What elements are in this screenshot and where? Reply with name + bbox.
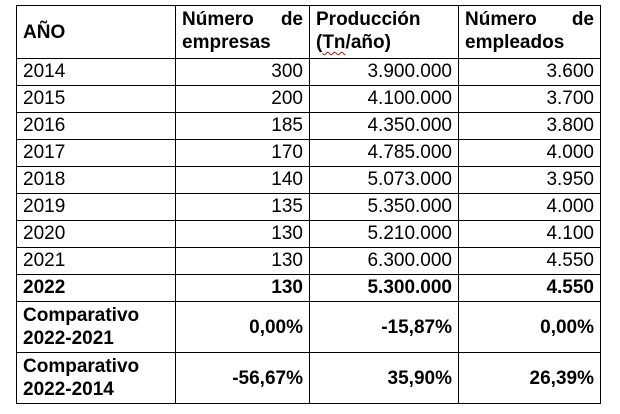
comparison-label-line1: Comparativo xyxy=(23,305,140,326)
cell-employees: 3.800 xyxy=(458,112,601,140)
comparison-row: Comparativo 2022-2014 -56,67% 35,90% 26,… xyxy=(16,352,601,404)
table-row: 2021 130 6.300.000 4.550 xyxy=(16,247,601,275)
header-production-line1: Producción xyxy=(316,9,421,30)
cell-employees: 4.100 xyxy=(458,220,601,248)
cell-companies: 140 xyxy=(175,166,310,194)
cell-production-change: 35,90% xyxy=(309,352,459,404)
cell-employees-change: 26,39% xyxy=(458,352,601,404)
data-table: AÑO Número de empresas Producción (Tn/añ… xyxy=(16,5,601,404)
cell-companies: 130 xyxy=(175,247,310,275)
header-production-unit-suffix: /año) xyxy=(345,32,391,53)
header-year-label: AÑO xyxy=(23,21,66,43)
comparison-row: Comparativo 2022-2021 0,00% -15,87% 0,00… xyxy=(16,301,601,353)
table-row: 2014 300 3.900.000 3.600 xyxy=(16,58,601,86)
cell-year: 2016 xyxy=(16,112,176,140)
table-row: 2017 170 4.785.000 4.000 xyxy=(16,139,601,167)
header-companies-word1: Número xyxy=(182,9,254,30)
table-row: 2015 200 4.100.000 3.700 xyxy=(16,85,601,113)
cell-year: 2020 xyxy=(16,220,176,248)
cell-companies-change: -56,67% xyxy=(175,352,310,404)
cell-companies: 130 xyxy=(175,220,310,248)
cell-production: 4.350.000 xyxy=(309,112,459,140)
cell-companies: 135 xyxy=(175,193,310,221)
cell-companies: 185 xyxy=(175,112,310,140)
cell-production: 4.100.000 xyxy=(309,85,459,113)
header-employees: Número de empleados xyxy=(458,5,601,59)
cell-companies: 170 xyxy=(175,139,310,167)
cell-employees: 4.550 xyxy=(458,247,601,275)
cell-year: 2021 xyxy=(16,247,176,275)
comparison-label-line2: 2022-2021 xyxy=(23,328,114,349)
header-year: AÑO xyxy=(16,5,176,59)
cell-companies: 200 xyxy=(175,85,310,113)
cell-year: 2014 xyxy=(16,58,176,86)
table-header-row: AÑO Número de empresas Producción (Tn/añ… xyxy=(16,5,601,59)
cell-comparison-label: Comparativo 2022-2014 xyxy=(16,352,176,404)
cell-year: 2017 xyxy=(16,139,176,167)
table-row: 2016 185 4.350.000 3.800 xyxy=(16,112,601,140)
cell-production: 3.900.000 xyxy=(309,58,459,86)
header-companies-line2: empresas xyxy=(182,32,271,53)
header-production-unit: Tn xyxy=(322,32,346,53)
comparison-label-line1: Comparativo xyxy=(23,356,140,377)
comparison-label-line2: 2022-2014 xyxy=(23,379,114,400)
cell-year: 2022 xyxy=(16,274,176,302)
header-companies-line1: Número de xyxy=(182,8,303,31)
table-row: 2019 135 5.350.000 4.000 xyxy=(16,193,601,221)
cell-employees: 4.000 xyxy=(458,193,601,221)
cell-employees: 3.600 xyxy=(458,58,601,86)
cell-comparison-label: Comparativo 2022-2021 xyxy=(16,301,176,353)
cell-year: 2015 xyxy=(16,85,176,113)
cell-production: 6.300.000 xyxy=(309,247,459,275)
cell-production: 5.073.000 xyxy=(309,166,459,194)
table-row: 2022 130 5.300.000 4.550 xyxy=(16,274,601,302)
header-employees-line1: Número de xyxy=(465,8,594,31)
cell-companies: 130 xyxy=(175,274,310,302)
cell-employees: 3.950 xyxy=(458,166,601,194)
cell-production: 5.210.000 xyxy=(309,220,459,248)
header-employees-word2: de xyxy=(571,9,594,30)
header-production-line2: (Tn/año) xyxy=(316,31,452,54)
header-production-paren: ( xyxy=(316,32,323,53)
table-row: 2018 140 5.073.000 3.950 xyxy=(16,166,601,194)
header-companies: Número de empresas xyxy=(175,5,310,59)
header-production: Producción (Tn/año) xyxy=(309,5,459,59)
cell-companies: 300 xyxy=(175,58,310,86)
header-employees-word1: Número xyxy=(465,9,537,30)
cell-production: 4.785.000 xyxy=(309,139,459,167)
cell-companies-change: 0,00% xyxy=(175,301,310,353)
cell-year: 2018 xyxy=(16,166,176,194)
header-companies-word2: de xyxy=(280,9,303,30)
cell-employees: 4.000 xyxy=(458,139,601,167)
cell-production-change: -15,87% xyxy=(309,301,459,353)
cell-year: 2019 xyxy=(16,193,176,221)
table-row: 2020 130 5.210.000 4.100 xyxy=(16,220,601,248)
cell-employees-change: 0,00% xyxy=(458,301,601,353)
cell-production: 5.350.000 xyxy=(309,193,459,221)
cell-production: 5.300.000 xyxy=(309,274,459,302)
cell-employees: 4.550 xyxy=(458,274,601,302)
cell-employees: 3.700 xyxy=(458,85,601,113)
header-employees-line2: empleados xyxy=(465,32,565,53)
